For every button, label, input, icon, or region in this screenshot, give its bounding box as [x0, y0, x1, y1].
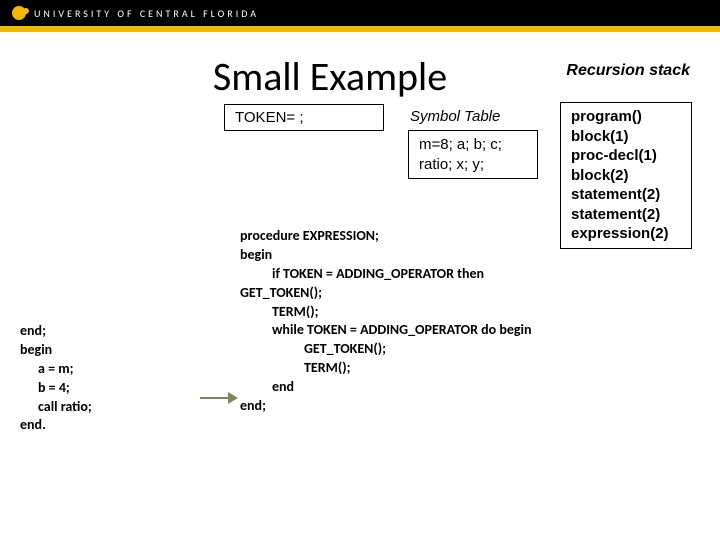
header-bar: UNIVERSITY OF CENTRAL FLORIDA — [0, 0, 720, 26]
code-line: end; — [240, 397, 532, 416]
slide-content: Small Example Recursion stack TOKEN= ; S… — [0, 32, 720, 540]
code-line: end — [272, 378, 532, 397]
code-line: TERM(); — [304, 359, 532, 378]
code-line: end; — [20, 322, 92, 341]
recursion-stack-label: Recursion stack — [566, 62, 690, 80]
recursion-stack-box: program() block(1) proc-decl(1) block(2)… — [560, 102, 692, 249]
code-line: GET_TOKEN(); — [240, 284, 532, 303]
code-line: GET_TOKEN(); — [304, 340, 532, 359]
code-block-main: procedure EXPRESSION; begin if TOKEN = A… — [240, 227, 532, 416]
symbol-table-label: Symbol Table — [410, 104, 500, 129]
code-line: call ratio; — [38, 398, 92, 417]
code-line: a = m; — [38, 360, 92, 379]
slide-title: Small Example — [170, 52, 490, 101]
pointer-arrow-icon — [200, 392, 240, 404]
symbol-line: m=8; a; b; c; — [419, 135, 527, 155]
stack-item: program() — [571, 107, 681, 127]
stack-item: expression(2) — [571, 224, 681, 244]
code-block-left: end; begin a = m; b = 4; call ratio; end… — [20, 322, 92, 435]
stack-item: statement(2) — [571, 205, 681, 225]
code-line: procedure EXPRESSION; — [240, 227, 532, 246]
stack-item: proc-decl(1) — [571, 146, 681, 166]
code-line: begin — [240, 246, 532, 265]
code-line: begin — [20, 341, 92, 360]
ucf-logo-icon — [12, 6, 26, 20]
university-name: UNIVERSITY OF CENTRAL FLORIDA — [34, 7, 259, 20]
symbol-line: ratio; x; y; — [419, 155, 527, 175]
code-line: TERM(); — [272, 303, 532, 322]
symbol-table-box: m=8; a; b; c; ratio; x; y; — [408, 130, 538, 179]
stack-item: statement(2) — [571, 185, 681, 205]
stack-item: block(1) — [571, 127, 681, 147]
stack-item: block(2) — [571, 166, 681, 186]
token-box: TOKEN= ; — [224, 104, 384, 131]
code-line: end. — [20, 416, 92, 435]
code-line: if TOKEN = ADDING_OPERATOR then — [272, 265, 532, 284]
code-line: while TOKEN = ADDING_OPERATOR do begin — [272, 321, 532, 340]
code-line: b = 4; — [38, 379, 92, 398]
